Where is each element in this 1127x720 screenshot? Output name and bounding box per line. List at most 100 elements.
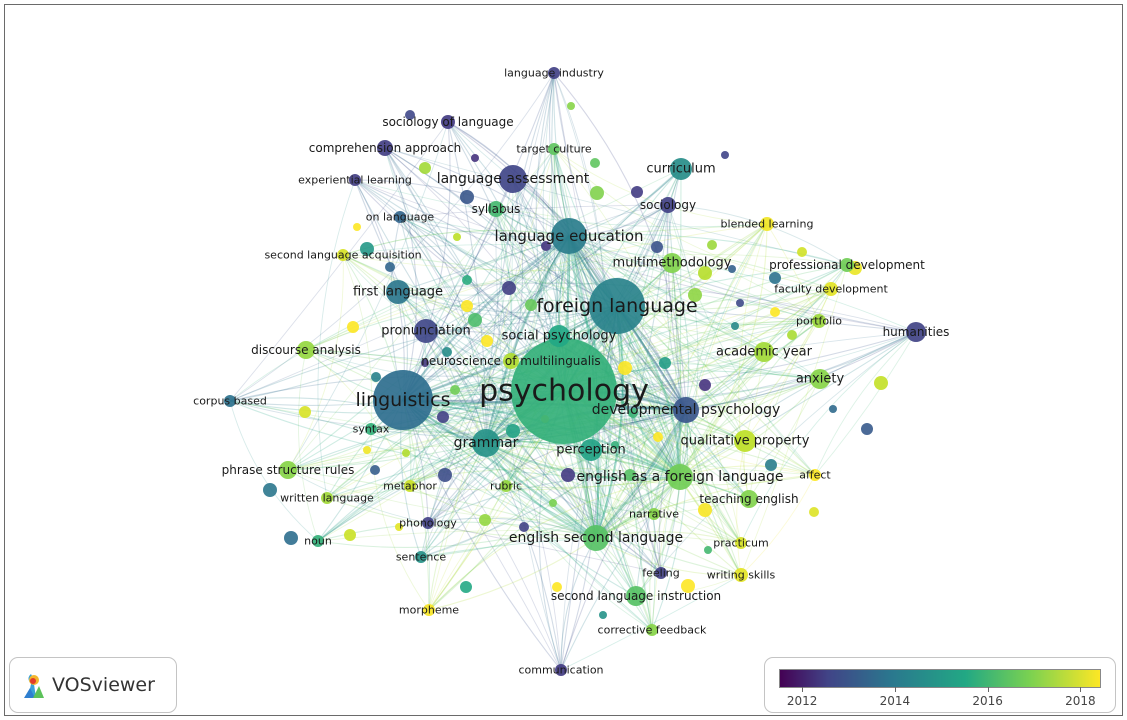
label-practicum[interactable]: practicum xyxy=(713,537,768,550)
label-affect[interactable]: affect xyxy=(799,469,831,482)
unlabeled-node[interactable] xyxy=(353,223,361,231)
unlabeled-node[interactable] xyxy=(371,372,381,382)
unlabeled-node[interactable] xyxy=(769,272,781,284)
unlabeled-node[interactable] xyxy=(599,611,607,619)
node-faculty-development[interactable] xyxy=(824,282,838,296)
node-corpus-based[interactable] xyxy=(224,395,236,407)
label-pronunciation[interactable]: pronunciation xyxy=(381,324,471,339)
node-communication[interactable] xyxy=(555,664,567,676)
node-language-education[interactable] xyxy=(551,218,587,254)
unlabeled-node[interactable] xyxy=(698,503,712,517)
label-portfolio[interactable]: portfolio xyxy=(796,315,842,328)
unlabeled-node[interactable] xyxy=(704,546,712,554)
unlabeled-node[interactable] xyxy=(363,446,371,454)
node-affect[interactable] xyxy=(809,469,821,481)
label-english-as-a-foreign-language[interactable]: english as a foreign language xyxy=(577,469,784,485)
unlabeled-node[interactable] xyxy=(731,322,739,330)
label-academic-year[interactable]: academic year xyxy=(716,345,813,360)
node-sociology-of-language[interactable] xyxy=(441,115,455,129)
node-rubric[interactable] xyxy=(500,480,512,492)
node-corrective-feedback[interactable] xyxy=(646,624,658,636)
unlabeled-node[interactable] xyxy=(707,240,717,250)
label-neuroscience-of-multilingualis[interactable]: neuroscience of multilingualis xyxy=(421,354,600,368)
node-morpheme[interactable] xyxy=(423,604,435,616)
node-foreign-language[interactable] xyxy=(589,278,645,334)
unlabeled-node[interactable] xyxy=(787,330,797,340)
node-grammar[interactable] xyxy=(472,429,500,457)
node-metaphor[interactable] xyxy=(404,480,416,492)
unlabeled-node[interactable] xyxy=(874,376,888,390)
unlabeled-node[interactable] xyxy=(437,411,449,423)
unlabeled-node[interactable] xyxy=(861,423,873,435)
label-corrective-feedback[interactable]: corrective feedback xyxy=(598,624,708,637)
unlabeled-node[interactable] xyxy=(525,299,537,311)
label-discourse-analysis[interactable]: discourse analysis xyxy=(251,343,361,357)
unlabeled-node[interactable] xyxy=(299,406,311,418)
term-network-map[interactable]: psychology foreign language linguistics lan… xyxy=(5,5,1122,715)
node-discourse-analysis[interactable] xyxy=(297,341,315,359)
node-on-language[interactable] xyxy=(394,211,406,223)
node-social-psychology[interactable] xyxy=(548,325,570,347)
unlabeled-node[interactable] xyxy=(419,162,431,174)
label-curriculum[interactable]: curriculum xyxy=(646,162,715,177)
label-syntax[interactable]: syntax xyxy=(353,423,390,436)
unlabeled-node[interactable] xyxy=(471,154,479,162)
label-writing-skills[interactable]: writing skills xyxy=(707,569,776,582)
visualization-canvas[interactable]: psychology foreign language linguistics lan… xyxy=(4,4,1123,716)
unlabeled-node[interactable] xyxy=(765,459,777,471)
unlabeled-node[interactable] xyxy=(461,300,473,312)
node-professional-development[interactable] xyxy=(840,258,854,272)
unlabeled-node[interactable] xyxy=(421,359,429,367)
label-feeling[interactable]: feeling xyxy=(642,567,679,580)
node-language-assessment[interactable] xyxy=(499,165,527,193)
node-writing-skills[interactable] xyxy=(734,568,748,582)
label-blended-learning[interactable]: blended learning xyxy=(721,218,814,231)
unlabeled-node[interactable] xyxy=(829,405,837,413)
label-noun[interactable]: noun xyxy=(304,535,332,548)
unlabeled-node[interactable] xyxy=(651,241,663,253)
unlabeled-node[interactable] xyxy=(590,158,600,168)
node-written-language[interactable] xyxy=(321,492,333,504)
unlabeled-node[interactable] xyxy=(541,241,551,251)
unlabeled-node[interactable] xyxy=(450,385,460,395)
unlabeled-node[interactable] xyxy=(688,288,702,302)
label-morpheme[interactable]: morpheme xyxy=(399,604,459,617)
node-teaching-english[interactable] xyxy=(740,490,758,508)
label-social-psychology[interactable]: social psychology xyxy=(502,329,617,344)
unlabeled-node[interactable] xyxy=(442,347,452,357)
unlabeled-node[interactable] xyxy=(699,379,711,391)
unlabeled-node[interactable] xyxy=(263,483,277,497)
node-syntax[interactable] xyxy=(365,423,377,435)
label-language-assessment[interactable]: language assessment xyxy=(437,171,590,187)
node-second-language-acquisition[interactable] xyxy=(337,249,349,261)
node-second-language-instruction[interactable] xyxy=(626,586,646,606)
unlabeled-node[interactable] xyxy=(405,110,415,120)
unlabeled-node[interactable] xyxy=(438,468,452,482)
unlabeled-node[interactable] xyxy=(506,424,520,438)
label-anxiety[interactable]: anxiety xyxy=(796,372,845,387)
node-curriculum[interactable] xyxy=(670,158,692,180)
node-phrase-structure-rules[interactable] xyxy=(279,461,297,479)
label-phonology[interactable]: phonology xyxy=(399,517,457,530)
label-communication[interactable]: communication xyxy=(518,664,603,677)
label-developmental-psychology[interactable]: developmental psychology xyxy=(592,402,781,418)
unlabeled-node[interactable] xyxy=(736,299,744,307)
label-qualitative-property[interactable]: qualitative property xyxy=(681,434,810,449)
unlabeled-node[interactable] xyxy=(552,582,562,592)
label-language-industry[interactable]: language industry xyxy=(504,67,604,80)
node-practicum[interactable] xyxy=(735,537,747,549)
label-foreign-language[interactable]: foreign language xyxy=(536,295,697,317)
node-academic-year[interactable] xyxy=(754,342,774,362)
node-target-culture[interactable] xyxy=(548,143,560,155)
node-feeling[interactable] xyxy=(655,567,667,579)
unlabeled-node[interactable] xyxy=(385,262,395,272)
unlabeled-node[interactable] xyxy=(659,357,671,369)
label-sociology[interactable]: sociology xyxy=(640,198,696,212)
node-syllabus[interactable] xyxy=(488,201,504,217)
node-language-industry[interactable] xyxy=(548,67,560,79)
label-sentence[interactable]: sentence xyxy=(396,551,447,564)
unlabeled-node[interactable] xyxy=(728,265,736,273)
unlabeled-node[interactable] xyxy=(809,507,819,517)
label-grammar[interactable]: grammar xyxy=(454,435,519,451)
label-syllabus[interactable]: syllabus xyxy=(472,202,521,216)
